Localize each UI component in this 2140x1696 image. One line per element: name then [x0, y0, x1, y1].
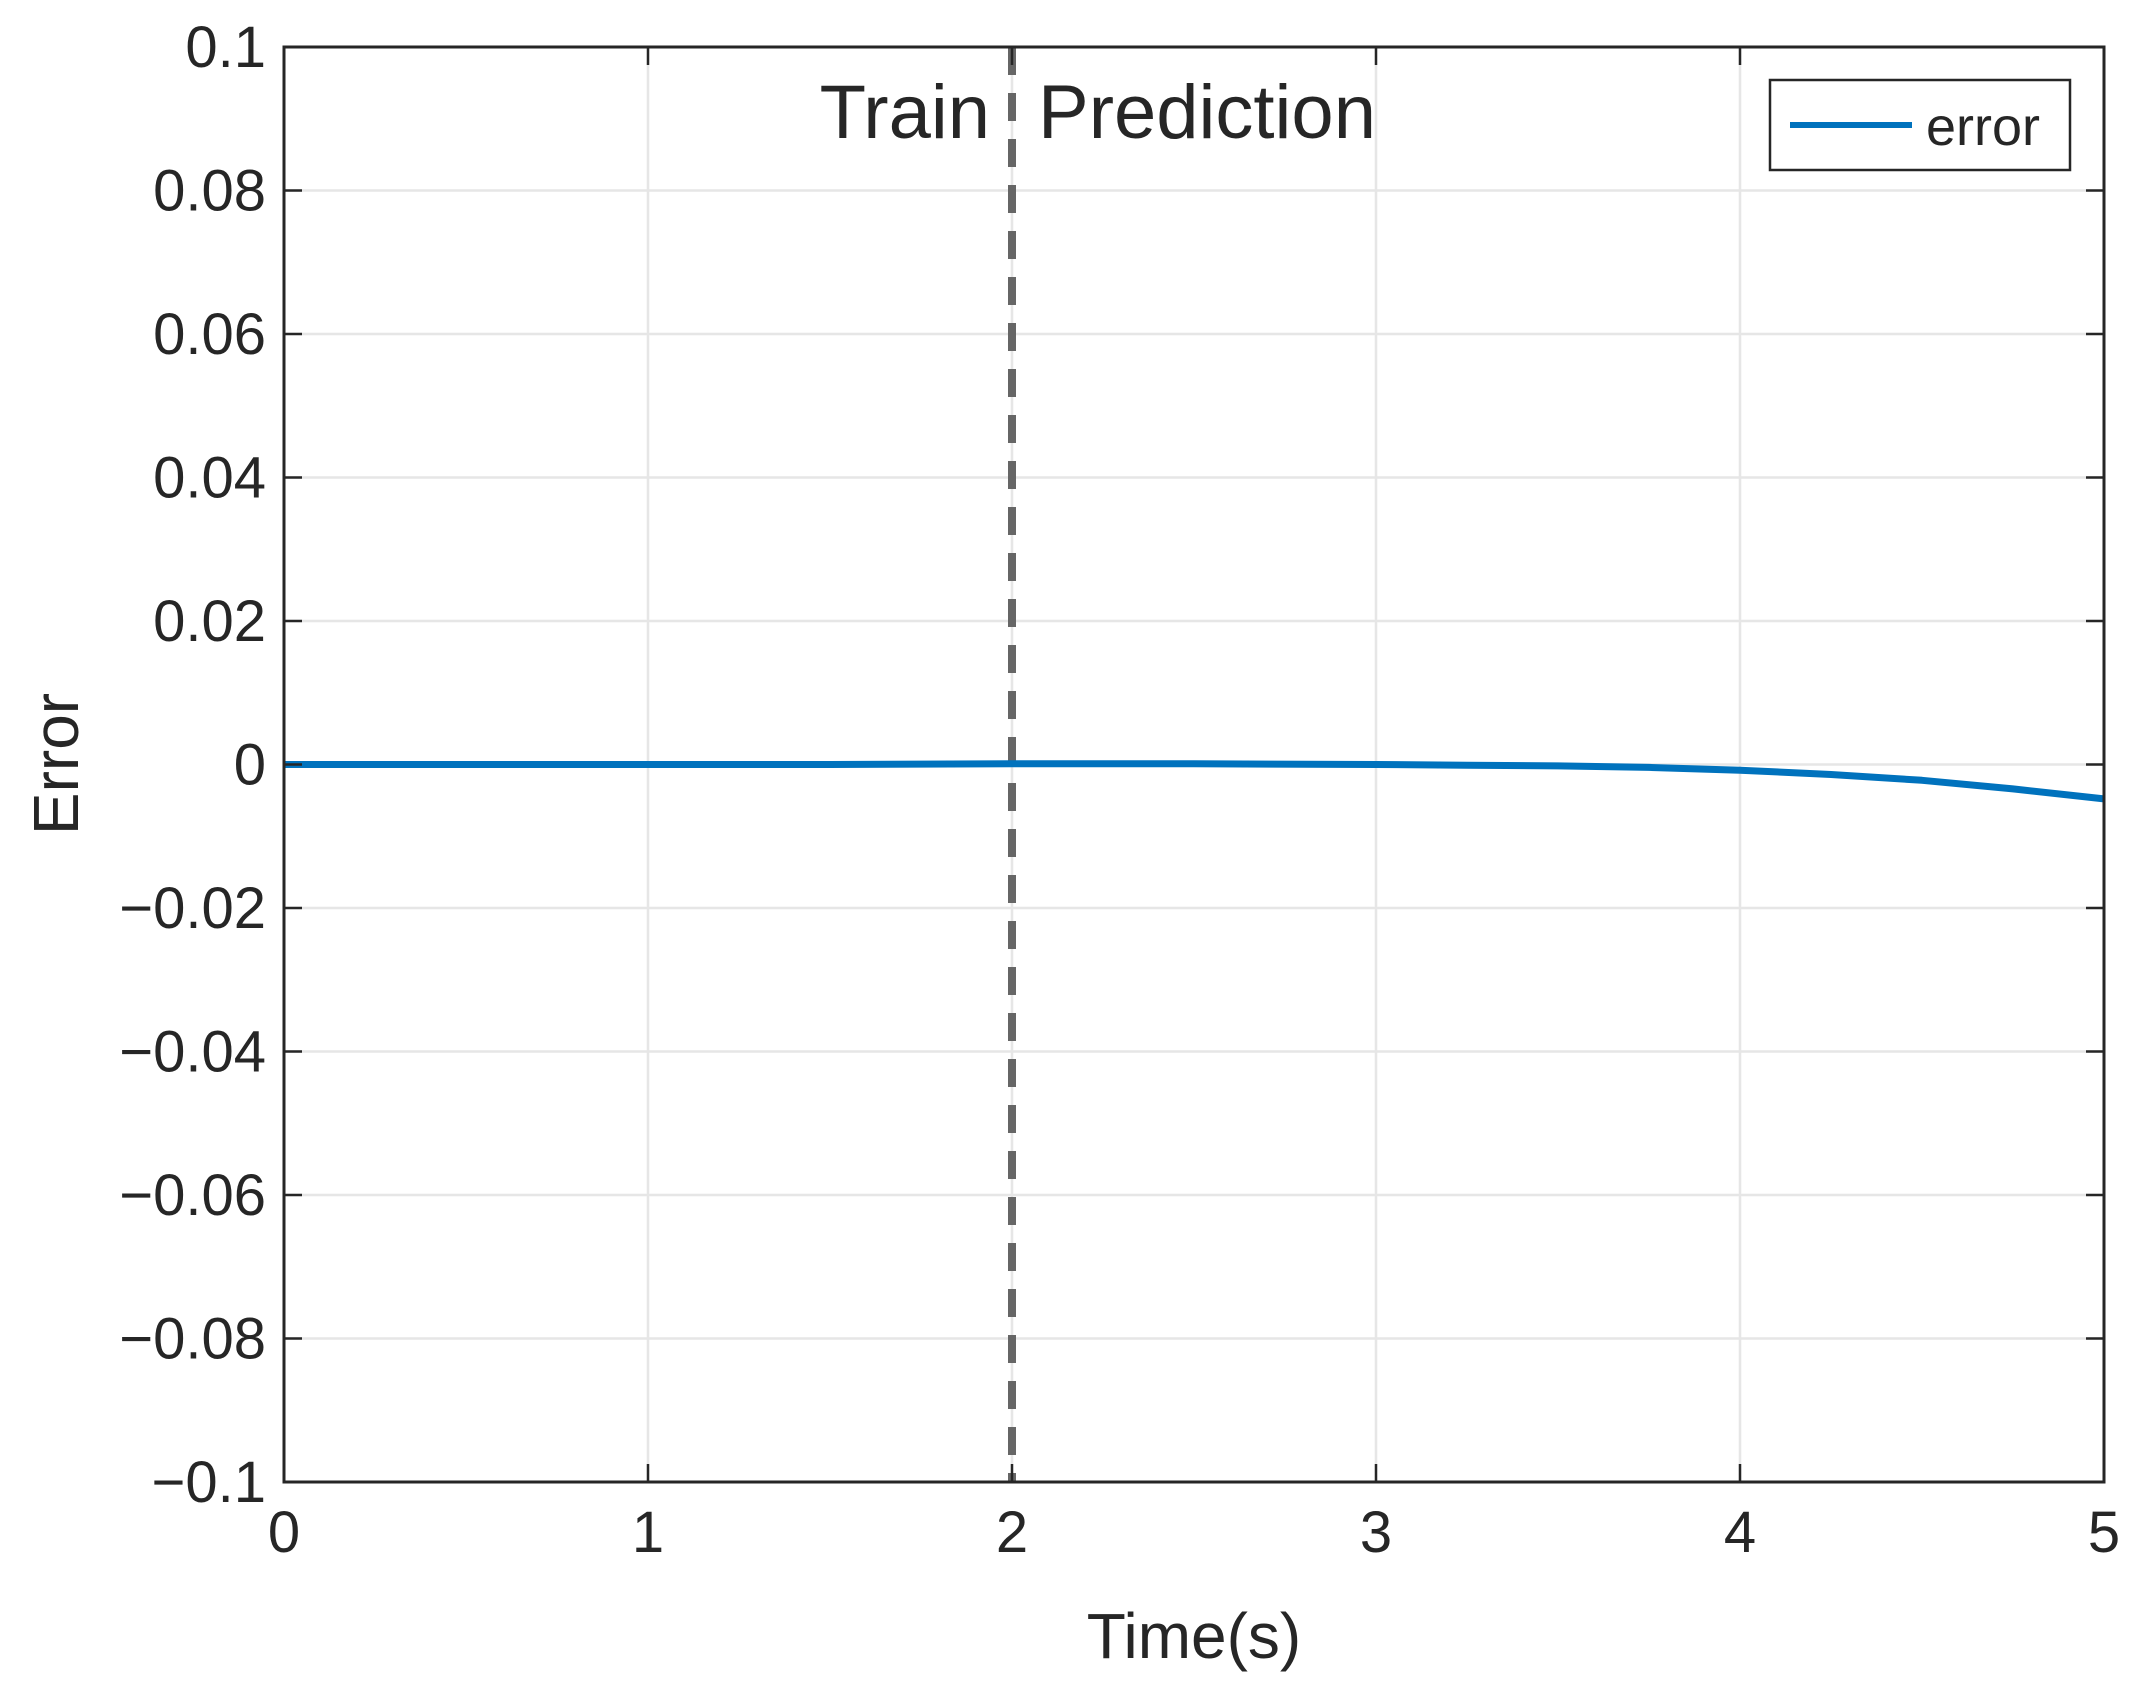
x-axis-label: Time(s) — [1087, 1600, 1301, 1672]
y-tick-label: 0.04 — [153, 446, 266, 511]
prediction-annotation: Prediction — [1038, 70, 1376, 155]
series-layer — [284, 760, 2105, 803]
legend: error — [1768, 78, 2072, 172]
train-annotation: Train — [820, 70, 990, 155]
y-tick-label: 0 — [234, 733, 266, 798]
y-tick-label: 0.08 — [153, 159, 266, 224]
y-tick-label: 0.06 — [153, 302, 266, 367]
tick-labels: 0 1 2 3 4 5 −0.1 −0.08 −0.06 −0.04 −0.02 0 0.02 0.04 0… — [119, 15, 2120, 1565]
y-tick-label: −0.02 — [119, 876, 266, 941]
ticks — [282, 45, 2106, 1484]
y-tick-label: −0.08 — [119, 1307, 266, 1372]
y-axis-label: Error — [20, 693, 92, 835]
y-tick-label: −0.1 — [152, 1450, 267, 1515]
legend-label-error: error — [1926, 97, 2040, 157]
y-tick-label: −0.04 — [119, 1020, 266, 1085]
x-tick-label: 3 — [1360, 1500, 1392, 1565]
y-tick-label: 0.02 — [153, 589, 266, 654]
y-tick-label: −0.06 — [119, 1163, 266, 1228]
x-tick-label: 0 — [268, 1500, 300, 1565]
annotations: Train Prediction — [820, 70, 1376, 155]
x-tick-label: 1 — [632, 1500, 664, 1565]
x-tick-label: 5 — [2088, 1500, 2120, 1565]
x-tick-label: 2 — [996, 1500, 1028, 1565]
x-tick-label: 4 — [1724, 1500, 1756, 1565]
y-tick-label: 0.1 — [185, 15, 266, 80]
series-line-error — [284, 760, 2105, 803]
